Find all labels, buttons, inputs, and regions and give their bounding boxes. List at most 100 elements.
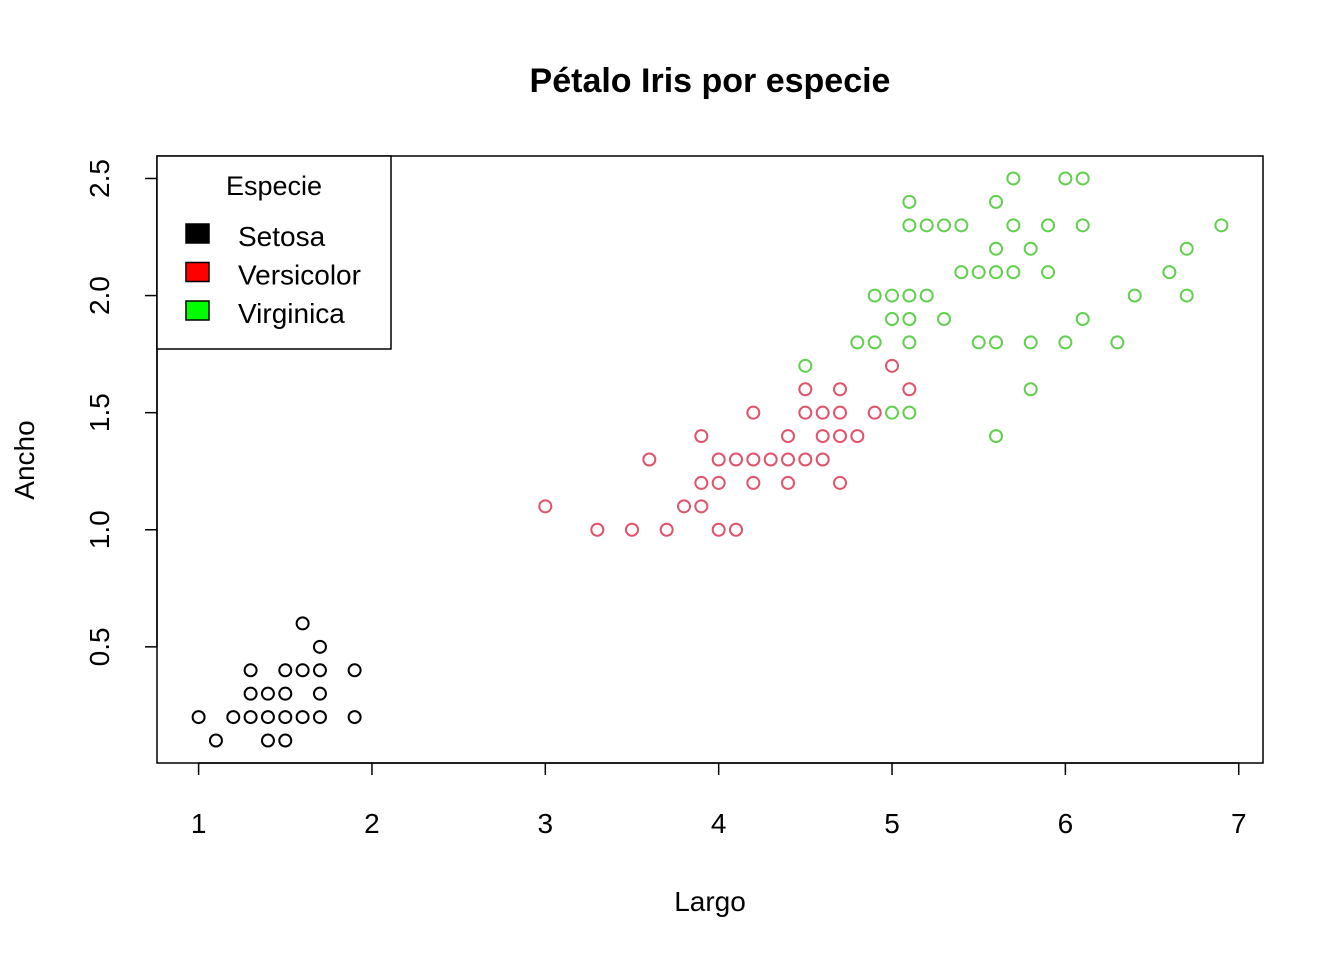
- point-virginica: [989, 429, 1004, 444]
- point-versicolor: [781, 475, 796, 490]
- point-virginica: [1006, 171, 1021, 186]
- point-virginica: [902, 288, 917, 303]
- point-virginica: [867, 288, 882, 303]
- point-virginica: [1041, 218, 1056, 233]
- point-virginica: [902, 335, 917, 350]
- point-versicolor: [729, 522, 744, 537]
- y-tick-label: 2.5: [84, 159, 115, 198]
- point-virginica: [1110, 335, 1125, 350]
- point-setosa: [312, 663, 327, 678]
- point-virginica: [902, 194, 917, 209]
- point-virginica: [1006, 218, 1021, 233]
- point-virginica: [1179, 241, 1194, 256]
- point-versicolor: [694, 429, 709, 444]
- point-virginica: [1006, 265, 1021, 280]
- point-versicolor: [798, 452, 813, 467]
- point-virginica: [885, 288, 900, 303]
- point-virginica: [971, 265, 986, 280]
- y-axis-label: Ancho: [9, 420, 40, 499]
- point-setosa: [191, 710, 206, 725]
- point-virginica: [919, 288, 934, 303]
- point-setosa: [260, 686, 275, 701]
- point-versicolor: [798, 382, 813, 397]
- point-versicolor: [694, 499, 709, 514]
- point-setosa: [295, 616, 310, 631]
- point-virginica: [1041, 265, 1056, 280]
- legend-swatch: [185, 261, 210, 283]
- point-virginica: [1179, 288, 1194, 303]
- point-setosa: [278, 710, 293, 725]
- point-setosa: [295, 663, 310, 678]
- point-setosa: [243, 663, 258, 678]
- y-tick-label: 1.0: [84, 510, 115, 549]
- y-axis: 0.5 1.0 1.5 2.0 2.5: [84, 159, 158, 666]
- point-versicolor: [642, 452, 657, 467]
- point-virginica: [885, 405, 900, 420]
- legend-swatch: [185, 223, 210, 244]
- point-virginica: [1023, 335, 1038, 350]
- point-setosa: [243, 710, 258, 725]
- point-virginica: [989, 241, 1004, 256]
- point-versicolor: [833, 475, 848, 490]
- point-virginica: [1075, 311, 1090, 326]
- point-virginica: [971, 335, 986, 350]
- point-versicolor: [590, 522, 605, 537]
- legend-entry-label: Virginica: [238, 298, 345, 329]
- point-versicolor: [781, 452, 796, 467]
- y-tick-label: 2.0: [84, 276, 115, 315]
- legend-swatch: [185, 300, 210, 321]
- x-tick-label: 7: [1231, 808, 1247, 839]
- point-versicolor: [833, 405, 848, 420]
- point-versicolor: [729, 452, 744, 467]
- point-virginica: [937, 311, 952, 326]
- point-setosa: [312, 710, 327, 725]
- point-versicolor: [815, 452, 830, 467]
- y-tick-label: 1.5: [84, 393, 115, 432]
- point-virginica: [1214, 218, 1229, 233]
- point-virginica: [937, 218, 952, 233]
- point-setosa: [312, 639, 327, 654]
- point-virginica: [1162, 265, 1177, 280]
- point-setosa: [347, 663, 362, 678]
- x-axis: 1 2 3 4 5 6 7: [191, 762, 1247, 839]
- point-virginica: [989, 335, 1004, 350]
- x-tick-label: 1: [191, 808, 207, 839]
- legend: Especie Setosa Versicolor Virginica: [156, 155, 392, 350]
- point-setosa: [260, 710, 275, 725]
- point-virginica: [798, 358, 813, 373]
- point-virginica: [902, 218, 917, 233]
- point-setosa: [278, 686, 293, 701]
- point-versicolor: [676, 499, 691, 514]
- point-versicolor: [902, 382, 917, 397]
- point-versicolor: [833, 382, 848, 397]
- point-virginica: [902, 405, 917, 420]
- point-setosa: [347, 710, 362, 725]
- point-virginica: [1075, 171, 1090, 186]
- x-tick-label: 5: [884, 808, 900, 839]
- point-setosa: [208, 733, 223, 748]
- point-versicolor: [833, 429, 848, 444]
- point-versicolor: [746, 452, 761, 467]
- point-virginica: [1127, 288, 1142, 303]
- legend-title: Especie: [226, 171, 322, 201]
- data-points: [191, 171, 1229, 748]
- point-versicolor: [867, 405, 882, 420]
- point-setosa: [278, 663, 293, 678]
- point-versicolor: [538, 499, 553, 514]
- point-virginica: [1023, 382, 1038, 397]
- point-setosa: [226, 710, 241, 725]
- point-setosa: [260, 733, 275, 748]
- point-versicolor: [815, 405, 830, 420]
- point-virginica: [867, 335, 882, 350]
- point-setosa: [295, 710, 310, 725]
- point-virginica: [885, 311, 900, 326]
- point-virginica: [902, 311, 917, 326]
- point-virginica: [989, 265, 1004, 280]
- point-versicolor: [850, 429, 865, 444]
- point-setosa: [278, 733, 293, 748]
- point-versicolor: [711, 452, 726, 467]
- point-versicolor: [763, 452, 778, 467]
- point-versicolor: [711, 475, 726, 490]
- point-versicolor: [798, 405, 813, 420]
- x-tick-label: 4: [711, 808, 727, 839]
